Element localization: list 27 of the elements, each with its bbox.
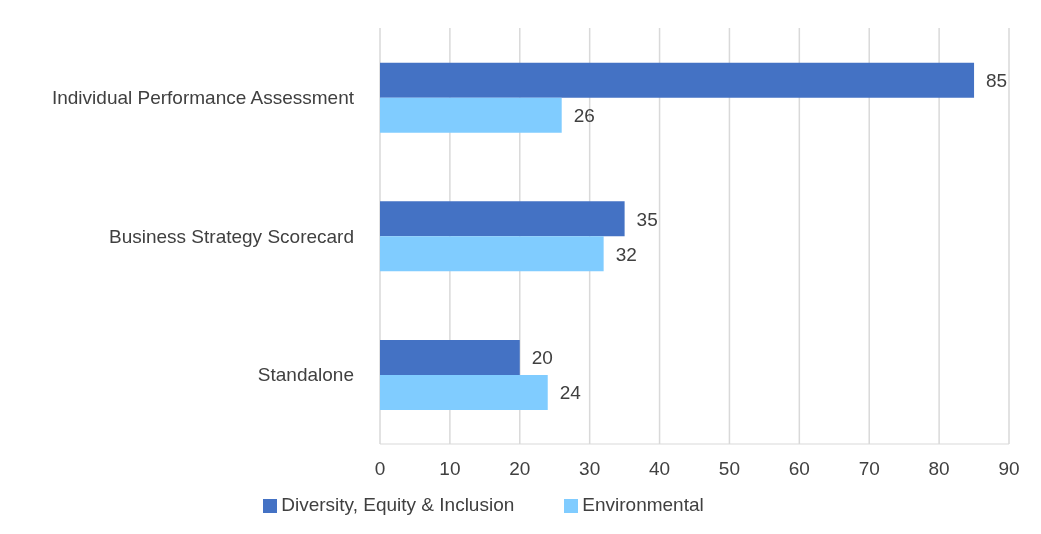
bar xyxy=(380,375,548,410)
y-tick-label: Individual Performance Assessment xyxy=(51,87,355,109)
legend-label: Environmental xyxy=(582,494,704,515)
bar xyxy=(380,201,625,237)
data-label: 26 xyxy=(573,104,595,126)
bar xyxy=(380,97,562,133)
y-tick-label: Standalone xyxy=(257,364,354,386)
data-label: 20 xyxy=(531,347,553,369)
data-label: 35 xyxy=(636,208,658,230)
x-tick-label: 40 xyxy=(648,458,671,480)
bar xyxy=(380,62,975,98)
data-label: 85 xyxy=(986,69,1008,91)
x-tick-label: 20 xyxy=(509,458,531,480)
bar xyxy=(380,236,604,272)
x-tick-label: 50 xyxy=(718,458,741,480)
x-tick-label: 60 xyxy=(788,458,810,480)
x-tick-label: 0 xyxy=(374,458,386,480)
legend-label: Diversity, Equity & Inclusion xyxy=(281,494,515,515)
x-tick-label: 30 xyxy=(579,458,601,480)
data-label: 24 xyxy=(559,382,582,404)
x-tick-label: 90 xyxy=(998,458,1020,480)
bar xyxy=(380,340,520,375)
x-tick-label: 80 xyxy=(928,458,950,480)
y-tick-label: Business Strategy Scorecard xyxy=(108,225,354,247)
x-tick-label: 10 xyxy=(439,458,461,480)
x-tick-label: 70 xyxy=(858,458,880,480)
data-label: 32 xyxy=(615,243,637,265)
